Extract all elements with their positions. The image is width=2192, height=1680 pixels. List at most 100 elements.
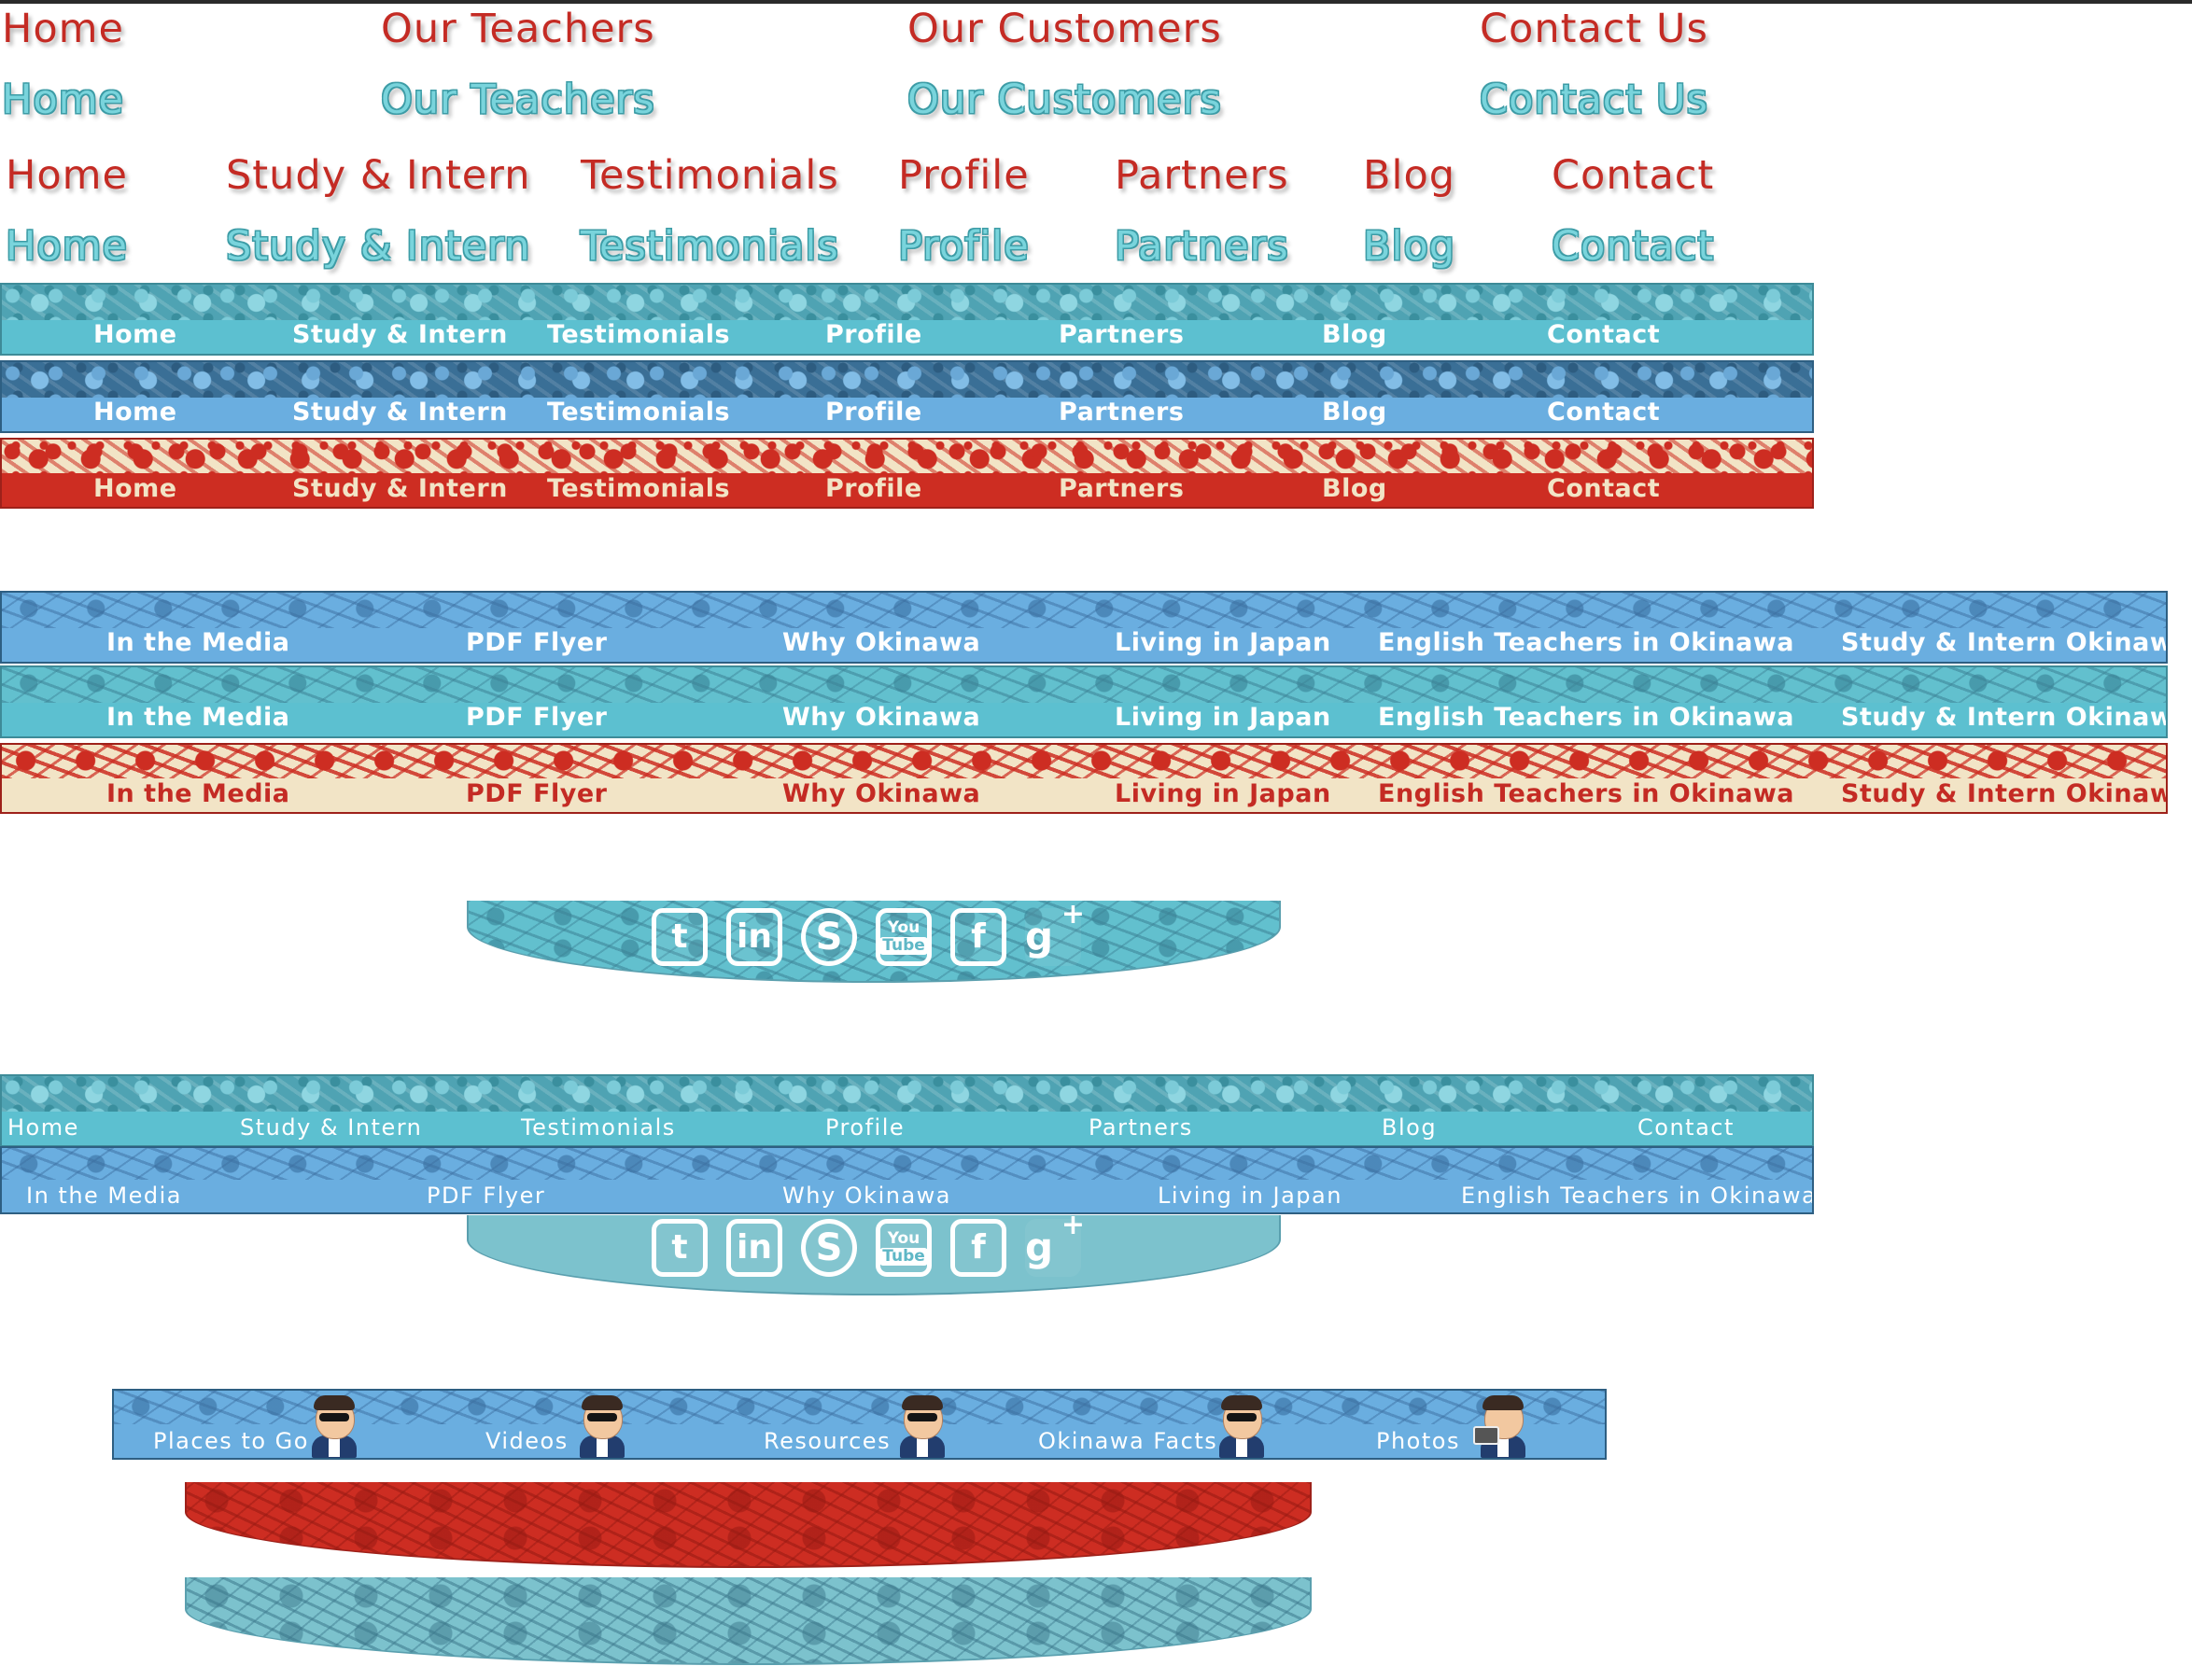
nav-item-home[interactable]: Home bbox=[7, 1114, 79, 1141]
nav-item-study-intern[interactable]: Study & Intern bbox=[292, 474, 508, 503]
nav-item-profile[interactable]: Profile bbox=[825, 320, 922, 349]
nav-item-why-okinawa[interactable]: Why Okinawa bbox=[782, 1183, 951, 1209]
nav-item-profile[interactable]: Profile bbox=[825, 474, 922, 503]
nav-item-home[interactable]: Home bbox=[6, 223, 128, 270]
info-band bbox=[2, 778, 2166, 812]
nav-item-contact[interactable]: Contact bbox=[1547, 398, 1661, 427]
nav-item-our-customers[interactable]: Our Customers bbox=[907, 6, 1222, 52]
nav-item-places-to-go[interactable]: Places to Go bbox=[153, 1428, 309, 1454]
social-panel-patterned: t in S You Tube f g + bbox=[467, 901, 1281, 983]
nav-item-contact[interactable]: Contact bbox=[1547, 474, 1661, 503]
nav-item-pdf-flyer[interactable]: PDF Flyer bbox=[466, 779, 608, 808]
nav-item-in-the-media[interactable]: In the Media bbox=[106, 703, 290, 732]
twitter-icon[interactable]: t bbox=[652, 1219, 708, 1277]
nav-item-contact-us[interactable]: Contact Us bbox=[1480, 77, 1708, 123]
nav-item-photos[interactable]: Photos bbox=[1376, 1428, 1460, 1454]
nav-item-blog[interactable]: Blog bbox=[1322, 320, 1387, 349]
nav-item-english-teachers[interactable]: English Teachers in Okinawa bbox=[1378, 703, 1795, 732]
nav-item-english-teachers[interactable]: English Teachers in Okinawa bbox=[1378, 779, 1795, 808]
nav-item-living-in-japan[interactable]: Living in Japan bbox=[1115, 628, 1331, 657]
nav-item-blog[interactable]: Blog bbox=[1322, 474, 1387, 503]
window-top-border bbox=[0, 0, 2192, 4]
nav-item-blog[interactable]: Blog bbox=[1322, 398, 1387, 427]
nav-item-testimonials[interactable]: Testimonials bbox=[547, 398, 731, 427]
avatar-hair bbox=[1221, 1395, 1262, 1410]
google-plus-icon[interactable]: g + bbox=[1025, 901, 1085, 966]
nav-item-english-teachers[interactable]: English Teachers in Okinawa bbox=[1378, 628, 1795, 657]
facebook-glyph: f bbox=[971, 917, 986, 956]
nav-item-study-intern-okinawa[interactable]: Study & Intern Okinawa bbox=[1841, 628, 2168, 657]
okinawa-pattern bbox=[2, 745, 2166, 778]
nav-item-living-in-japan[interactable]: Living in Japan bbox=[1115, 779, 1331, 808]
linkedin-icon[interactable]: in bbox=[726, 908, 782, 966]
nav-item-testimonials[interactable]: Testimonials bbox=[547, 320, 731, 349]
nav-item-home[interactable]: Home bbox=[6, 152, 128, 199]
nav-item-our-teachers[interactable]: Our Teachers bbox=[381, 6, 655, 52]
nav-item-study-intern[interactable]: Study & Intern bbox=[226, 152, 531, 199]
youtube-icon[interactable]: You Tube bbox=[876, 1219, 932, 1277]
nav-item-partners[interactable]: Partners bbox=[1115, 152, 1289, 199]
nav-item-study-intern[interactable]: Study & Intern bbox=[292, 398, 508, 427]
nav-item-profile[interactable]: Profile bbox=[825, 398, 922, 427]
google-plus-icon[interactable]: g + bbox=[1025, 1215, 1085, 1277]
nav-item-living-in-japan[interactable]: Living in Japan bbox=[1158, 1183, 1342, 1209]
nav-item-contact[interactable]: Contact bbox=[1552, 152, 1715, 199]
nav-item-english-teachers[interactable]: English Teachers in Okinawa bbox=[1461, 1183, 1814, 1209]
nav-item-pdf-flyer[interactable]: PDF Flyer bbox=[427, 1183, 546, 1209]
nav-item-study-intern-okinawa[interactable]: Study & Intern Okinawa bbox=[1841, 779, 2168, 808]
facebook-icon[interactable]: f bbox=[950, 908, 1006, 966]
nav-item-blog[interactable]: Blog bbox=[1363, 223, 1456, 270]
nav-item-why-okinawa[interactable]: Why Okinawa bbox=[782, 779, 981, 808]
skype-icon[interactable]: S bbox=[801, 908, 857, 966]
nav-item-why-okinawa[interactable]: Why Okinawa bbox=[782, 703, 981, 732]
text-nav-teal-7: Home Study & Intern Testimonials Profile… bbox=[0, 223, 1774, 288]
nav-item-home[interactable]: Home bbox=[93, 398, 177, 427]
nav-item-our-customers[interactable]: Our Customers bbox=[907, 77, 1222, 123]
nav-item-profile[interactable]: Profile bbox=[825, 1114, 906, 1141]
nav-item-videos[interactable]: Videos bbox=[485, 1428, 569, 1454]
nav-item-home[interactable]: Home bbox=[2, 6, 124, 52]
nav-item-partners[interactable]: Partners bbox=[1059, 320, 1185, 349]
nav-item-contact[interactable]: Contact bbox=[1547, 320, 1661, 349]
nav-item-contact-us[interactable]: Contact Us bbox=[1480, 6, 1708, 52]
nav-item-study-intern-okinawa[interactable]: Study & Intern Okinawa bbox=[1841, 703, 2168, 732]
nav-item-testimonials[interactable]: Testimonials bbox=[521, 1114, 676, 1141]
nav-item-pdf-flyer[interactable]: PDF Flyer bbox=[466, 703, 608, 732]
nav-item-pdf-flyer[interactable]: PDF Flyer bbox=[466, 628, 608, 657]
nav-item-study-intern[interactable]: Study & Intern bbox=[226, 223, 531, 270]
skype-icon[interactable]: S bbox=[801, 1219, 857, 1277]
nav-item-home[interactable]: Home bbox=[93, 474, 177, 503]
nav-item-profile[interactable]: Profile bbox=[898, 223, 1030, 270]
nav-item-why-okinawa[interactable]: Why Okinawa bbox=[782, 628, 981, 657]
nav-item-in-the-media[interactable]: In the Media bbox=[106, 779, 290, 808]
linkedin-icon[interactable]: in bbox=[726, 1219, 782, 1277]
nav-item-study-intern[interactable]: Study & Intern bbox=[292, 320, 508, 349]
nav-item-okinawa-facts[interactable]: Okinawa Facts bbox=[1038, 1428, 1218, 1454]
nav-item-study-intern[interactable]: Study & Intern bbox=[240, 1114, 423, 1141]
nav-item-contact[interactable]: Contact bbox=[1637, 1114, 1735, 1141]
nav-item-in-the-media[interactable]: In the Media bbox=[106, 628, 290, 657]
info-bar-blue: In the Media PDF Flyer Why Okinawa Livin… bbox=[0, 591, 2168, 664]
nav-item-testimonials[interactable]: Testimonials bbox=[547, 474, 731, 503]
nav-item-blog[interactable]: Blog bbox=[1363, 152, 1456, 199]
nav-item-testimonials[interactable]: Testimonials bbox=[581, 223, 839, 270]
nav-item-contact[interactable]: Contact bbox=[1552, 223, 1715, 270]
nav-item-profile[interactable]: Profile bbox=[898, 152, 1030, 199]
nav-item-home[interactable]: Home bbox=[2, 77, 124, 123]
avatar-hair bbox=[1482, 1395, 1524, 1410]
nav-item-in-the-media[interactable]: In the Media bbox=[26, 1183, 183, 1209]
nav-item-blog[interactable]: Blog bbox=[1382, 1114, 1438, 1141]
nav-band bbox=[2, 320, 1812, 354]
nav-item-home[interactable]: Home bbox=[93, 320, 177, 349]
nav-item-partners[interactable]: Partners bbox=[1059, 398, 1185, 427]
nav-item-resources[interactable]: Resources bbox=[764, 1428, 892, 1454]
nav-item-living-in-japan[interactable]: Living in Japan bbox=[1115, 703, 1331, 732]
nav-item-partners[interactable]: Partners bbox=[1089, 1114, 1193, 1141]
twitter-icon[interactable]: t bbox=[652, 908, 708, 966]
facebook-icon[interactable]: f bbox=[950, 1219, 1006, 1277]
nav-item-partners[interactable]: Partners bbox=[1115, 223, 1289, 270]
nav-item-testimonials[interactable]: Testimonials bbox=[581, 152, 839, 199]
nav-item-our-teachers[interactable]: Our Teachers bbox=[381, 77, 655, 123]
youtube-icon[interactable]: You Tube bbox=[876, 908, 932, 966]
nav-item-partners[interactable]: Partners bbox=[1059, 474, 1185, 503]
